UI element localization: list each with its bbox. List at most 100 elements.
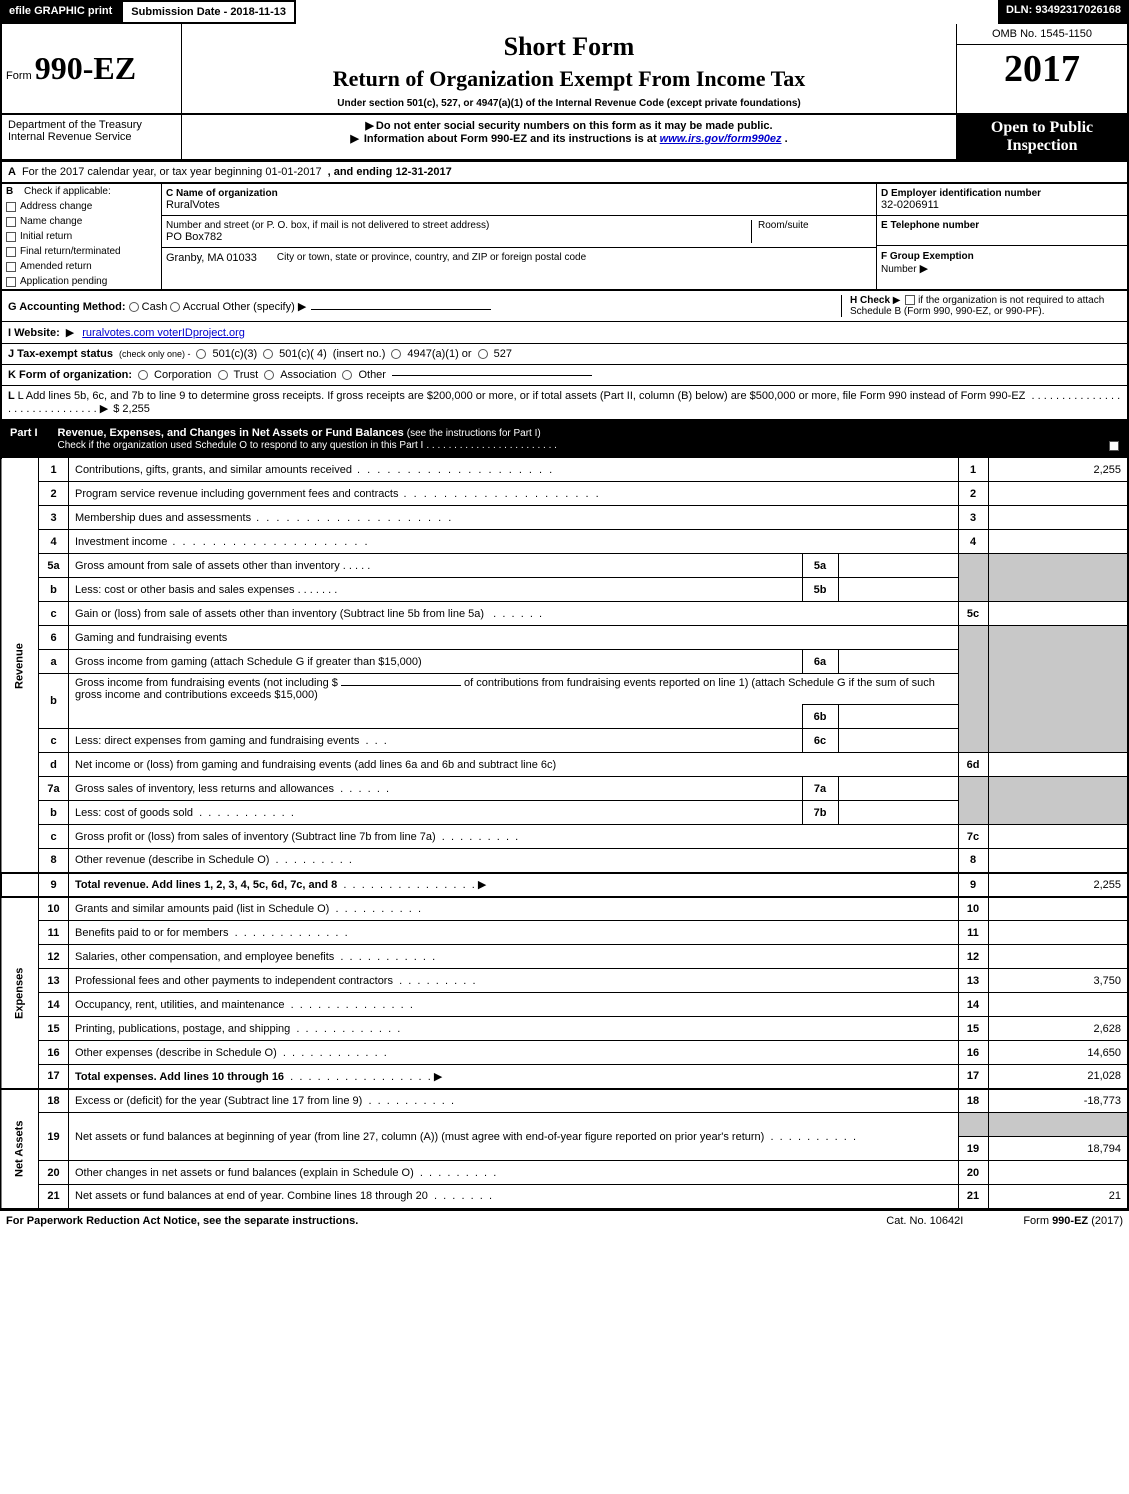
omb-number: OMB No. 1545-1150 (957, 24, 1127, 45)
org-name: RuralVotes (166, 199, 872, 211)
line-12: 12 Salaries, other compensation, and emp… (1, 945, 1128, 969)
city-label: City or town, state or province, country… (277, 252, 586, 264)
footer-left: For Paperwork Reduction Act Notice, see … (6, 1215, 886, 1227)
line-19-top: 19 Net assets or fund balances at beginn… (1, 1113, 1128, 1137)
radio-trust[interactable] (218, 370, 228, 380)
radio-4947[interactable] (391, 349, 401, 359)
line-18: Net Assets 18 Excess or (deficit) for th… (1, 1089, 1128, 1113)
line-19-amount: 18,794 (988, 1137, 1128, 1161)
line-1-text: Contributions, gifts, grants, and simila… (75, 464, 554, 476)
k-label: K Form of organization: (8, 369, 132, 381)
checkbox-address-change[interactable] (6, 202, 16, 212)
section-c-col: C Name of organization RuralVotes Number… (162, 184, 877, 289)
dln-label: DLN: 93492317026168 (998, 0, 1129, 24)
line-6c-text: Less: direct expenses from gaming and fu… (75, 735, 359, 747)
part-1-title: Revenue, Expenses, and Changes in Net As… (58, 427, 404, 439)
other-org-line[interactable] (392, 375, 592, 376)
line-2: 2 Program service revenue including gove… (1, 482, 1128, 506)
part-1-note: (see the instructions for Part I) (407, 428, 541, 439)
i-label: I Website: (8, 327, 60, 339)
form-header: Form 990-EZ Short Form Return of Organiz… (0, 24, 1129, 115)
footer-center: Cat. No. 10642I (886, 1215, 963, 1227)
line-14-text: Occupancy, rent, utilities, and maintena… (75, 999, 285, 1011)
radio-corporation[interactable] (138, 370, 148, 380)
line-16-text: Other expenses (describe in Schedule O) (75, 1047, 277, 1059)
line-1-amount: 2,255 (988, 458, 1128, 482)
checkbox-name-change[interactable] (6, 217, 16, 227)
irs-link[interactable]: www.irs.gov/form990ez (660, 133, 782, 145)
checkbox-amended-return[interactable] (6, 262, 16, 272)
line-21: 21 Net assets or fund balances at end of… (1, 1185, 1128, 1209)
form-number: 990-EZ (35, 50, 136, 86)
line-15: 15 Printing, publications, postage, and … (1, 1017, 1128, 1041)
arrow-icon (365, 120, 375, 132)
radio-accrual[interactable] (170, 302, 180, 312)
opt-corporation: Corporation (154, 369, 211, 381)
line-3: 3 Membership dues and assessments 3 (1, 506, 1128, 530)
opt-application-pending: Application pending (20, 276, 107, 287)
line-2-text: Program service revenue including govern… (75, 488, 601, 500)
checkbox-initial-return[interactable] (6, 232, 16, 242)
line-7a-text: Gross sales of inventory, less returns a… (75, 783, 334, 795)
street-value: PO Box782 (166, 231, 745, 243)
j-row: J Tax-exempt status (check only one) - 5… (0, 344, 1129, 365)
line-9-text: Total revenue. Add lines 1, 2, 3, 4, 5c,… (75, 879, 337, 891)
checkbox-schedule-b[interactable] (905, 295, 915, 305)
website-value[interactable]: ruralvotes.com voterIDproject.org (82, 327, 245, 339)
room-label: Room/suite (758, 220, 872, 231)
subtitle: Under section 501(c), 527, or 4947(a)(1)… (186, 98, 952, 109)
line-7a: 7a Gross sales of inventory, less return… (1, 777, 1128, 801)
line-21-text: Net assets or fund balances at end of ye… (75, 1190, 428, 1202)
opt-insert-no: (insert no.) (333, 348, 386, 360)
radio-527[interactable] (478, 349, 488, 359)
line-9-amount: 2,255 (988, 873, 1128, 897)
j-sub: (check only one) - (119, 349, 191, 359)
checkbox-schedule-o[interactable] (1109, 441, 1119, 451)
line-15-amount: 2,628 (988, 1017, 1128, 1041)
main-title: Return of Organization Exempt From Incom… (186, 66, 952, 92)
l-value: $ 2,255 (113, 403, 150, 415)
checkbox-final-return[interactable] (6, 247, 16, 257)
arrow-icon (298, 301, 308, 313)
other-specify-line[interactable] (311, 309, 491, 310)
street-label: Number and street (or P. O. box, if mail… (166, 220, 745, 231)
line-1: Revenue 1 Contributions, gifts, grants, … (1, 458, 1128, 482)
line-16-amount: 14,650 (988, 1041, 1128, 1065)
info-note-post: . (785, 133, 788, 145)
efile-print-label: efile GRAPHIC print (0, 0, 121, 24)
short-form-heading: Short Form (186, 32, 952, 62)
radio-association[interactable] (264, 370, 274, 380)
line-7c: c Gross profit or (loss) from sales of i… (1, 825, 1128, 849)
radio-cash[interactable] (129, 302, 139, 312)
part-1-check-note: Check if the organization used Schedule … (58, 440, 424, 451)
e-phone-label: E Telephone number (881, 220, 1123, 231)
line-17-amount: 21,028 (988, 1065, 1128, 1089)
open-to-public: Open to Public Inspection (957, 115, 1127, 159)
checkbox-application-pending[interactable] (6, 277, 16, 287)
line-17: 17 Total expenses. Add lines 10 through … (1, 1065, 1128, 1089)
h-label-pre: H Check (850, 295, 890, 306)
line-5b-text: Less: cost or other basis and sales expe… (75, 584, 295, 596)
l-row: L L Add lines 5b, 6c, and 7b to line 9 t… (0, 386, 1129, 421)
line-17-text: Total expenses. Add lines 10 through 16 (75, 1071, 284, 1083)
info-note-pre: Information about Form 990-EZ and its in… (364, 133, 660, 145)
form-prefix: Form (6, 70, 32, 82)
arrow-icon (478, 879, 488, 891)
line-6b-blank[interactable] (341, 685, 461, 686)
line-13-text: Professional fees and other payments to … (75, 975, 393, 987)
radio-501c4[interactable] (263, 349, 273, 359)
line-16: 16 Other expenses (describe in Schedule … (1, 1041, 1128, 1065)
dept-treasury: Department of the Treasury (8, 119, 175, 131)
radio-501c3[interactable] (196, 349, 206, 359)
right-header-cell: OMB No. 1545-1150 2017 (957, 24, 1127, 113)
section-a-row: A For the 2017 calendar year, or tax yea… (0, 160, 1129, 183)
f-group-label: F Group Exemption (881, 251, 974, 262)
arrow-icon (434, 1071, 444, 1083)
opt-trust: Trust (234, 369, 259, 381)
radio-other-org[interactable] (342, 370, 352, 380)
arrow-icon (920, 263, 930, 275)
part-1-header: Part I Revenue, Expenses, and Changes in… (0, 421, 1129, 457)
opt-name-change: Name change (20, 216, 82, 227)
d-ein-label: D Employer identification number (881, 188, 1123, 199)
line-6: 6 Gaming and fundraising events (1, 626, 1128, 650)
